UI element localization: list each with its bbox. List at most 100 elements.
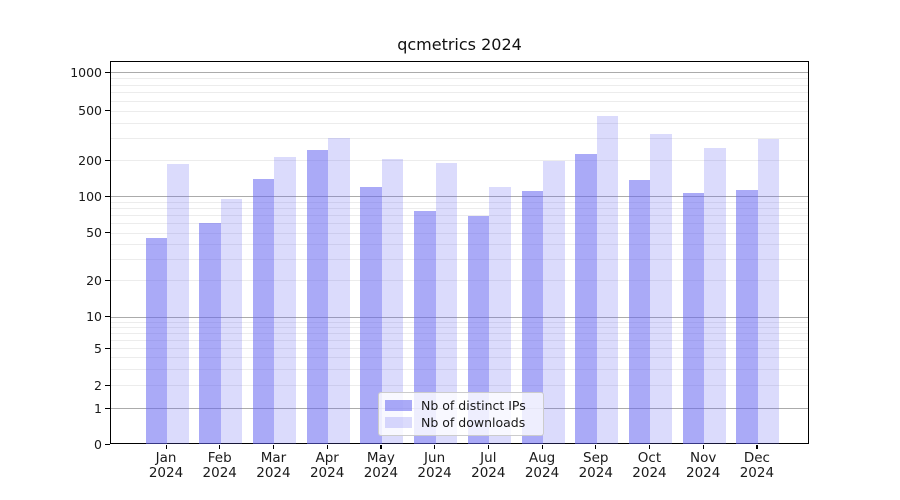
y-tick-label: 20 — [86, 272, 102, 288]
bar-downloads-feb — [220, 198, 243, 445]
bar-distinct-ips-aug — [521, 191, 544, 445]
x-tick — [756, 444, 758, 449]
x-tick-label: Jan 2024 — [148, 450, 184, 481]
y-tick-label: 0 — [94, 437, 102, 452]
gridline-minor — [111, 244, 808, 246]
x-tick-label: Nov 2024 — [686, 450, 721, 481]
x-tick — [595, 444, 597, 449]
gridline-minor — [111, 214, 808, 216]
y-tick — [105, 407, 110, 409]
y-tick — [105, 279, 110, 281]
legend: Nb of distinct IPs Nb of downloads — [378, 392, 544, 436]
x-tick — [380, 444, 382, 449]
y-tick-label: 50 — [86, 225, 102, 241]
gridline-minor — [111, 339, 808, 341]
gridline-major — [111, 316, 808, 318]
x-tick-label: May 2024 — [363, 450, 399, 481]
y-tick — [105, 232, 110, 234]
bar-downloads-jun — [435, 162, 458, 445]
gridline-minor — [111, 201, 808, 203]
gridline-minor — [111, 78, 808, 80]
y-tick — [105, 444, 110, 446]
legend-item-downloads: Nb of downloads — [385, 415, 537, 430]
x-tick-label: Feb 2024 — [202, 450, 237, 481]
gridline-minor — [111, 223, 808, 225]
y-tick-label: 100 — [78, 188, 102, 204]
y-tick — [105, 195, 110, 197]
gridline-minor — [111, 138, 808, 140]
legend-label: Nb of downloads — [421, 415, 526, 431]
y-tick — [105, 347, 110, 349]
x-tick-label: Mar 2024 — [256, 450, 291, 481]
x-tick — [648, 444, 651, 449]
plot-area — [110, 61, 809, 445]
bar-distinct-ips-jul — [467, 216, 490, 445]
gridline-minor — [111, 122, 808, 124]
x-tick — [326, 444, 328, 449]
gridline-minor — [111, 357, 808, 359]
bar-downloads-oct — [650, 133, 672, 445]
bar-downloads-sep — [596, 116, 619, 445]
gridline-minor — [111, 232, 808, 234]
y-tick-label: 1000 — [70, 64, 102, 80]
gridline-minor — [111, 280, 808, 281]
y-tick — [105, 71, 110, 73]
gridline-minor — [111, 368, 808, 370]
gridline-minor — [111, 100, 808, 102]
legend-swatch-primary — [385, 399, 412, 411]
x-tick — [487, 444, 489, 449]
bar-distinct-ips-feb — [199, 223, 221, 445]
y-tick-label: 5 — [94, 340, 102, 356]
y-tick — [105, 316, 110, 318]
gridline-minor — [111, 160, 808, 161]
gridline-minor — [111, 207, 808, 209]
gridline-minor — [111, 321, 808, 323]
x-tick-label: Aug 2024 — [524, 450, 560, 481]
gridline-minor — [111, 92, 808, 94]
bar-downloads-may — [381, 158, 404, 445]
gridline-major — [111, 72, 808, 74]
bar-distinct-ips-dec — [736, 190, 758, 445]
bar-downloads-apr — [328, 138, 350, 445]
y-tick — [105, 110, 110, 112]
bar-distinct-ips-nov — [682, 193, 705, 445]
gridline-major — [111, 196, 808, 197]
gridline-minor — [111, 326, 808, 328]
legend-item-distinct-ips: Nb of distinct IPs — [385, 398, 537, 413]
gridline-minor — [111, 348, 808, 350]
x-tick — [219, 444, 221, 449]
x-tick — [165, 444, 167, 449]
bar-distinct-ips-may — [360, 186, 382, 445]
bar-distinct-ips-jan — [145, 238, 167, 445]
x-tick — [272, 444, 275, 449]
legend-swatch-secondary — [385, 417, 412, 429]
bar-downloads-dec — [757, 139, 780, 445]
gridline-minor — [111, 385, 808, 386]
x-tick-label: Apr 2024 — [309, 450, 345, 481]
y-tick-label: 1 — [94, 400, 102, 416]
y-tick-label: 500 — [78, 103, 102, 119]
bar-downloads-aug — [543, 161, 565, 445]
bar-distinct-ips-jun — [414, 211, 436, 445]
gridline-minor — [111, 110, 808, 112]
x-tick-label: Jul 2024 — [471, 450, 506, 481]
x-tick — [702, 444, 704, 449]
x-tick — [541, 444, 543, 449]
x-tick-label: Jun 2024 — [417, 450, 452, 481]
bar-downloads-mar — [274, 157, 296, 445]
gridline-minor — [111, 84, 808, 86]
y-tick-label: 2 — [94, 377, 102, 393]
gridline-minor — [111, 332, 808, 334]
y-tick — [105, 384, 110, 386]
bar-distinct-ips-oct — [628, 180, 651, 445]
x-tick-label: Dec 2024 — [739, 450, 775, 481]
x-tick-label: Oct 2024 — [632, 450, 667, 481]
bar-distinct-ips-mar — [252, 178, 275, 445]
bar-downloads-jul — [489, 186, 511, 445]
chart-title: qcmetrics 2024 — [397, 35, 522, 54]
y-tick-label: 200 — [78, 152, 102, 168]
y-tick-label: 10 — [86, 309, 102, 325]
legend-label: Nb of distinct IPs — [421, 397, 526, 413]
y-tick — [105, 159, 110, 161]
